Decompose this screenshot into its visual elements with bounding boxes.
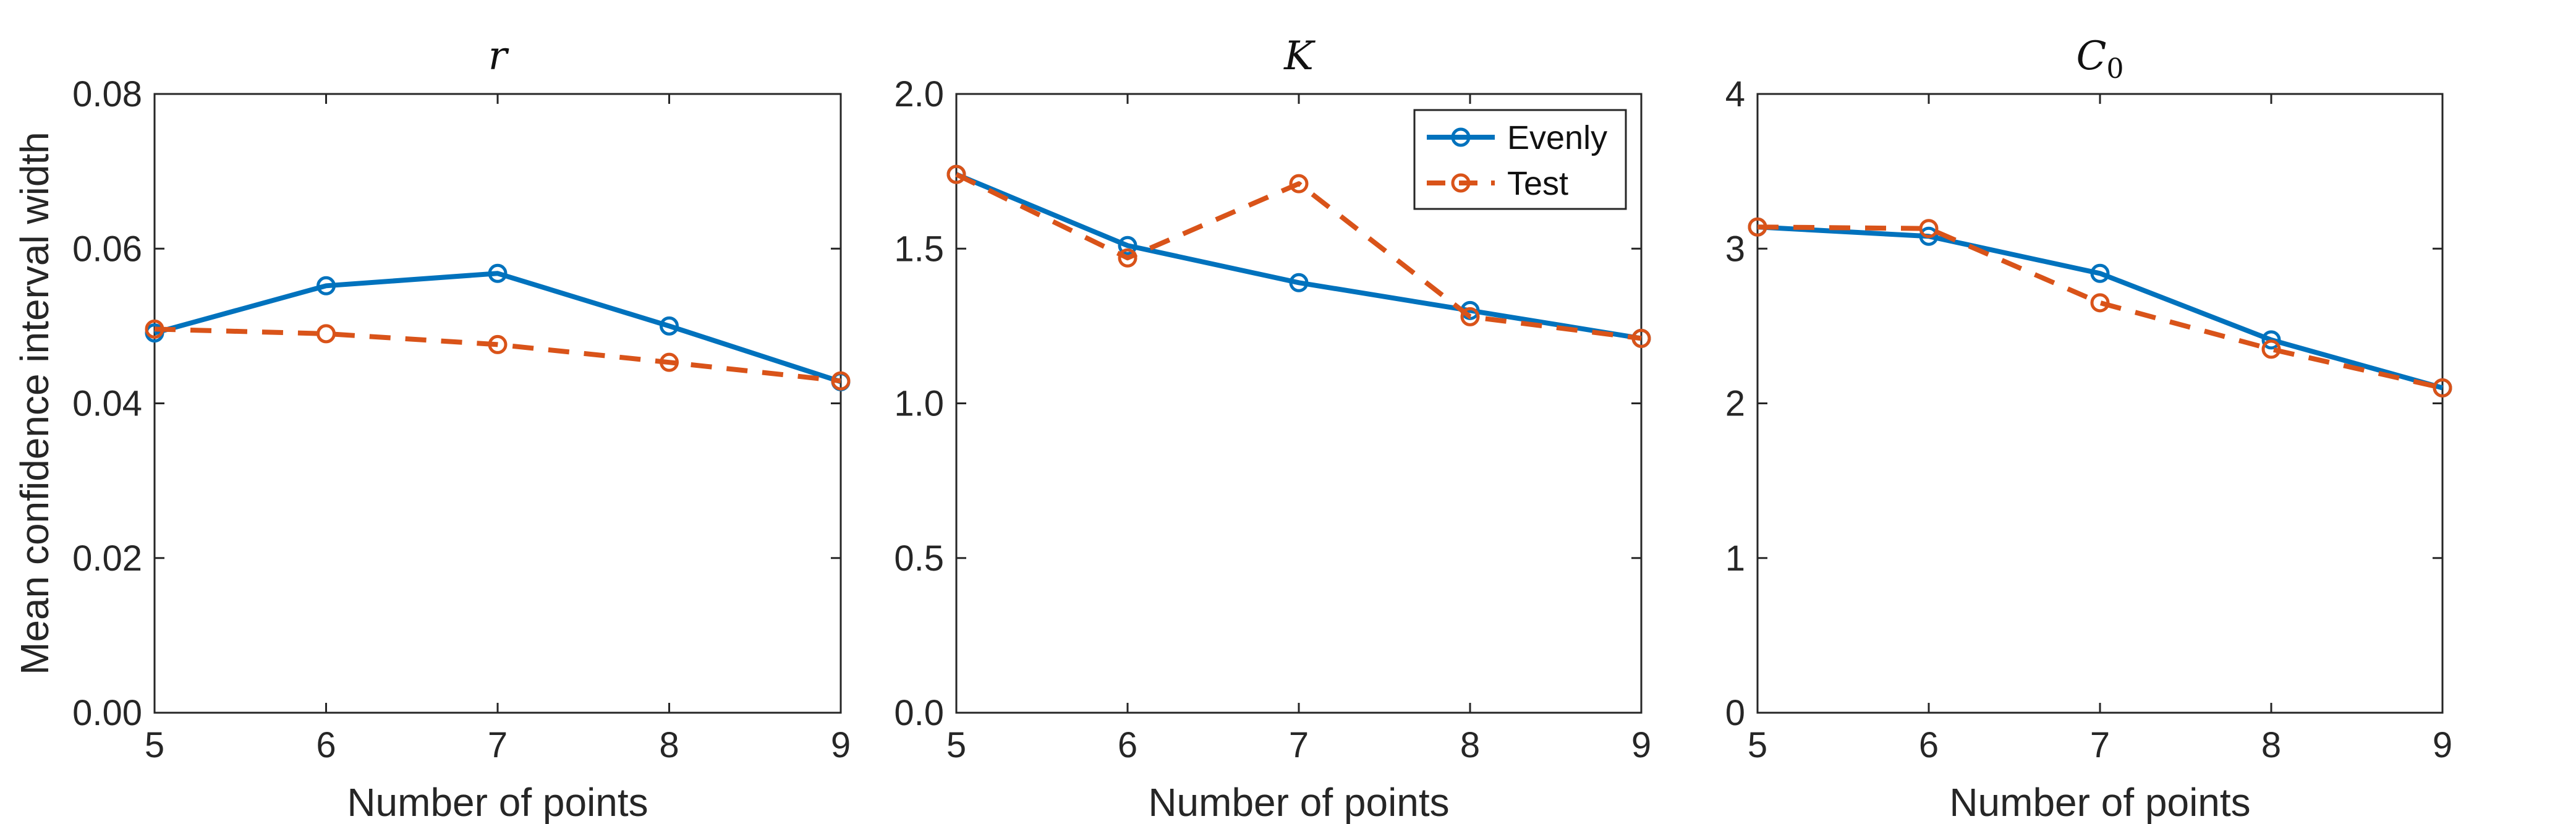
legend-marker-evenly <box>1451 127 1471 147</box>
data-point-evenly <box>660 316 679 336</box>
panel-title: K <box>1283 33 1316 79</box>
x-tick-label: 8 <box>2261 725 2281 765</box>
x-tick-label: 6 <box>1118 725 1137 765</box>
data-point-test <box>1919 219 1939 239</box>
y-tick-label: 0.0 <box>894 693 944 733</box>
legend-marker-test <box>1451 173 1471 193</box>
data-point-evenly <box>1118 236 1137 255</box>
data-point-test <box>1289 174 1309 193</box>
y-tick-label: 0.5 <box>894 538 944 579</box>
data-point-evenly <box>1289 273 1309 292</box>
x-tick-label: 8 <box>1460 725 1480 765</box>
y-tick-label: 0.08 <box>72 74 142 114</box>
panel-title: r <box>488 33 509 79</box>
x-tick-label: 5 <box>145 725 164 765</box>
y-tick-label: 4 <box>1725 74 1745 114</box>
y-tick-label: 0.06 <box>72 229 142 269</box>
y-axis-label: Mean confidence interval width <box>12 132 57 675</box>
legend-label-evenly: Evenly <box>1507 119 1607 156</box>
x-tick-label: 9 <box>2433 725 2452 765</box>
data-point-test <box>2261 339 2281 359</box>
series-line-evenly <box>153 271 842 384</box>
x-tick-label: 9 <box>831 725 851 765</box>
x-tick-label: 6 <box>316 725 336 765</box>
data-point-test <box>946 164 966 184</box>
x-axis-label: Number of points <box>1949 780 2250 824</box>
x-tick-label: 8 <box>659 725 679 765</box>
x-tick-label: 7 <box>488 725 508 765</box>
y-tick-label: 2.0 <box>894 74 944 114</box>
legend-label-test: Test <box>1507 165 1568 202</box>
data-point-evenly <box>488 263 508 283</box>
x-tick-label: 7 <box>1289 725 1309 765</box>
data-point-test <box>1118 248 1137 268</box>
x-tick-label: 9 <box>1631 725 1651 765</box>
y-tick-label: 3 <box>1725 229 1745 269</box>
data-point-test <box>660 352 679 372</box>
x-axis-label: Number of points <box>347 780 648 824</box>
data-point-test <box>1460 307 1480 326</box>
data-point-evenly <box>2090 263 2110 283</box>
x-axis-label: Number of points <box>1148 780 1449 824</box>
x-tick-label: 6 <box>1919 725 1939 765</box>
y-tick-label: 2 <box>1725 384 1745 424</box>
legend-box <box>1413 109 1627 210</box>
data-point-evenly <box>1919 226 1939 246</box>
data-point-test <box>488 334 508 354</box>
chart-panel-3: 5 6 7 8 9 0 1 2 3 4 C0 Number of points <box>1725 33 2452 824</box>
x-tick-label: 7 <box>2090 725 2110 765</box>
data-point-test <box>831 371 851 391</box>
y-tick-label: 0.00 <box>72 693 142 733</box>
series-line-test <box>1757 224 2443 391</box>
y-tick-label: 1 <box>1725 538 1745 579</box>
x-tick-label: 5 <box>1748 725 1767 765</box>
data-point-test <box>1748 217 1767 237</box>
series-line-test <box>154 326 841 384</box>
series-line-evenly <box>955 172 1642 341</box>
legend: Evenly Test <box>1413 109 1627 210</box>
chart-panel-1: 5 6 7 8 9 0.00 0.02 0.04 0.06 0.08 r Number of poin… <box>12 33 851 824</box>
data-point-test <box>317 324 336 344</box>
panel-title-subscript: 0 <box>2106 53 2123 85</box>
series-line-evenly <box>1757 224 2444 391</box>
data-point-evenly <box>317 276 336 295</box>
y-tick-label: 1.0 <box>894 384 944 424</box>
data-point-test <box>2090 293 2110 313</box>
series-line-test <box>955 172 1642 341</box>
y-tick-label: 0.02 <box>72 538 142 579</box>
data-point-test <box>145 319 164 339</box>
x-tick-label: 5 <box>946 725 966 765</box>
y-tick-label: 0.04 <box>72 384 142 424</box>
plot-frame <box>153 93 842 714</box>
data-point-test <box>1631 328 1651 348</box>
y-tick-label: 1.5 <box>894 229 944 269</box>
plot-frame <box>1756 93 2444 714</box>
data-point-evenly <box>2261 330 2281 350</box>
chart-panel-2: 5 6 7 8 9 0.0 0.5 1.0 1.5 2.0 K Number of points Eve… <box>894 33 1651 824</box>
panel-title: C0 <box>2077 33 2124 85</box>
data-point-test <box>2433 378 2452 397</box>
y-tick-label: 0 <box>1725 693 1745 733</box>
